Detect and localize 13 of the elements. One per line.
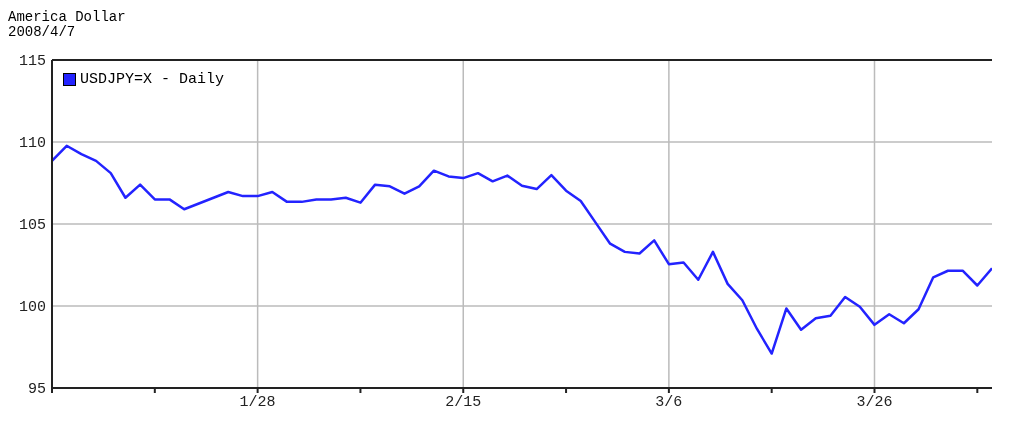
x-tick-label: 3/26 [856,393,893,411]
chart-title: America Dollar [8,9,127,25]
y-tick-label: 110 [18,135,46,153]
x-tick-label: 1/28 [239,393,276,411]
x-tick-label: 2/15 [445,393,482,411]
y-tick-label: 115 [18,53,46,71]
line-series [52,144,992,355]
y-tick-label: 100 [18,299,46,317]
y-tick-label: 105 [18,217,46,235]
x-tick-label: 3/6 [655,393,683,411]
chart-subtitle: 2008/4/7 [8,24,77,40]
y-tick-label: 95 [27,381,46,399]
legend-label: USDJPY=X - Daily [80,71,225,88]
